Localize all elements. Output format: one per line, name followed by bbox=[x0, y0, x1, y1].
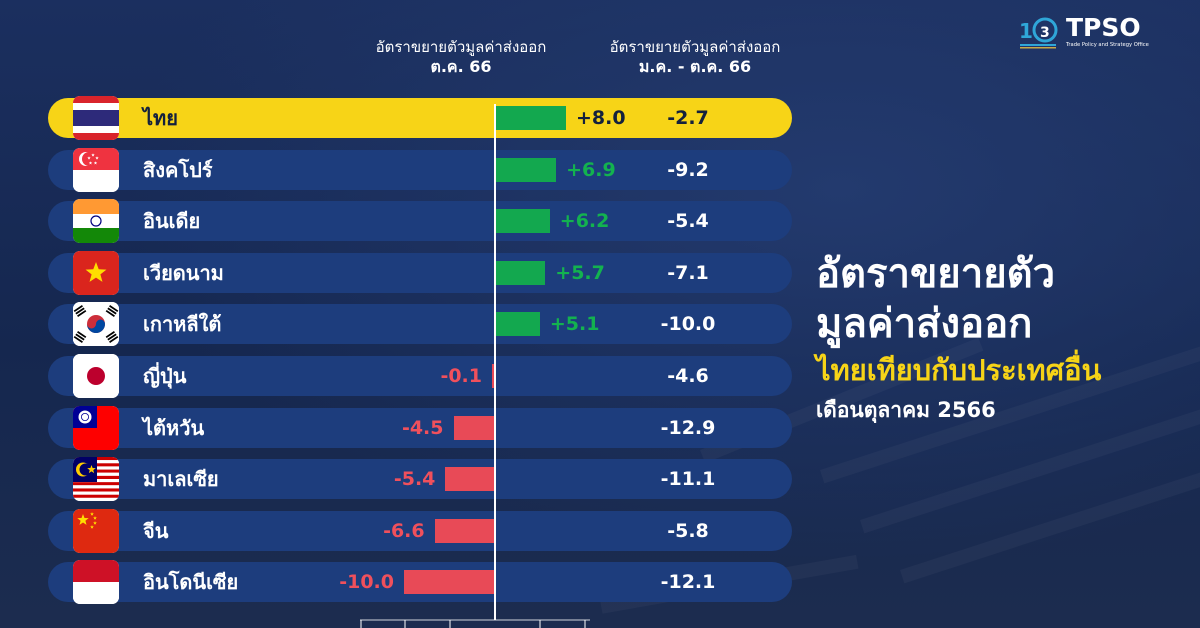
october-growth-bar bbox=[434, 518, 494, 543]
october-growth-bar bbox=[445, 467, 494, 492]
ytd-growth-label: -5.4 bbox=[667, 210, 709, 233]
october-growth-label: +6.9 bbox=[566, 158, 616, 181]
svg-text:3: 3 bbox=[1040, 25, 1050, 41]
country-name: ไทย bbox=[143, 106, 178, 130]
country-row: เกาหลีใต้ +5.1 -10.0 bbox=[48, 302, 792, 347]
column-header-ytd: อัตราขยายตัวมูลค่าส่งออก ม.ค. - ต.ค. 66 bbox=[580, 38, 810, 77]
october-growth-label: +6.2 bbox=[559, 210, 610, 233]
title-line-3: ไทยเทียบกับประเทศอื่น bbox=[816, 353, 1102, 387]
column-header-october: อัตราขยายตัวมูลค่าส่งออก ต.ค. 66 bbox=[352, 38, 570, 77]
tpso-logo-subtitle: Trade Policy and Strategy Office bbox=[1066, 42, 1149, 48]
country-name: จีน bbox=[143, 518, 169, 543]
axis-ticks bbox=[360, 619, 590, 628]
october-growth-bar bbox=[453, 415, 494, 440]
india-flag-icon bbox=[73, 199, 119, 244]
thailand-flag-icon bbox=[73, 96, 119, 140]
vietnam-flag-icon bbox=[73, 250, 119, 295]
column-header-ytd-line2: ม.ค. - ต.ค. 66 bbox=[638, 57, 752, 76]
october-growth-label: +8.0 bbox=[576, 107, 626, 129]
country-name: ไต้หวัน bbox=[143, 415, 205, 440]
country-row: อินโดนีเซีย -10.0 -12.1 bbox=[48, 560, 792, 605]
ytd-growth-label: -7.1 bbox=[667, 261, 709, 284]
october-growth-bar bbox=[494, 157, 557, 182]
ytd-growth-label: -12.1 bbox=[660, 571, 716, 594]
ytd-growth-label: -2.7 bbox=[667, 107, 709, 129]
malaysia-flag-icon bbox=[73, 457, 119, 502]
indonesia-flag-icon bbox=[73, 560, 119, 605]
column-header-october-line1: อัตราขยายตัวมูลค่าส่งออก bbox=[375, 38, 547, 56]
october-growth-bar bbox=[492, 364, 494, 388]
country-row: มาเลเซีย -5.4 -11.1 bbox=[48, 457, 792, 502]
october-growth-bar bbox=[494, 106, 566, 130]
october-growth-label: +5.1 bbox=[549, 313, 600, 336]
zero-axis-line bbox=[494, 104, 496, 620]
column-header-october-line2: ต.ค. 66 bbox=[430, 57, 492, 76]
title-date: เดือนตุลาคม 2566 bbox=[816, 398, 996, 422]
october-growth-label: -4.5 bbox=[401, 416, 444, 439]
tpso-logo: TPSO Trade Policy and Strategy Office bbox=[1066, 14, 1162, 50]
country-name: มาเลเซีย bbox=[143, 467, 219, 492]
october-growth-bar bbox=[404, 570, 494, 595]
china-flag-icon bbox=[73, 508, 119, 553]
ytd-growth-label: -10.0 bbox=[660, 313, 716, 336]
country-row: ญี่ปุ่น -0.1 -4.6 bbox=[48, 354, 792, 398]
tpso-logo-text: TPSO bbox=[1066, 13, 1141, 42]
taiwan-flag-icon bbox=[73, 405, 119, 450]
ytd-growth-label: -12.9 bbox=[660, 416, 716, 439]
october-growth-bar bbox=[494, 260, 546, 285]
country-name: ญี่ปุ่น bbox=[143, 364, 187, 388]
october-growth-label: -5.4 bbox=[393, 468, 436, 491]
ytd-growth-label: -4.6 bbox=[667, 365, 709, 387]
country-name: เวียดนาม bbox=[143, 260, 224, 285]
country-row: สิงคโปร์ +6.9 -9.2 bbox=[48, 147, 792, 192]
title-line-1: อัตราขยายตัว bbox=[816, 251, 1056, 297]
anniversary-103-logo: 1 3 bbox=[1019, 17, 1058, 49]
october-growth-label: +5.7 bbox=[555, 261, 605, 284]
october-growth-bar bbox=[494, 312, 540, 337]
column-header-ytd-line1: อัตราขยายตัวมูลค่าส่งออก bbox=[609, 38, 781, 56]
country-row: ไทย +8.0 -2.7 bbox=[48, 96, 792, 140]
ytd-growth-label: -9.2 bbox=[667, 158, 709, 181]
country-name: อินเดีย bbox=[143, 209, 201, 234]
country-row: อินเดีย +6.2 -5.4 bbox=[48, 199, 792, 244]
country-row: ไต้หวัน -4.5 -12.9 bbox=[48, 405, 792, 450]
october-growth-label: -0.1 bbox=[440, 365, 482, 387]
october-growth-label: -6.6 bbox=[383, 519, 425, 542]
country-row: จีน -6.6 -5.8 bbox=[48, 508, 792, 553]
title-line-2: มูลค่าส่งออก bbox=[816, 301, 1033, 347]
october-growth-label: -10.0 bbox=[339, 571, 394, 594]
country-row: เวียดนาม +5.7 -7.1 bbox=[48, 250, 792, 295]
japan-flag-icon bbox=[73, 354, 119, 398]
ytd-growth-label: -11.1 bbox=[660, 468, 716, 491]
singapore-flag-icon bbox=[73, 147, 119, 192]
svg-text:1: 1 bbox=[1019, 19, 1033, 43]
october-growth-bar bbox=[494, 209, 550, 234]
ytd-growth-label: -5.8 bbox=[667, 519, 709, 542]
country-name: เกาหลีใต้ bbox=[143, 312, 222, 337]
country-name: สิงคโปร์ bbox=[143, 157, 213, 182]
country-name: อินโดนีเซีย bbox=[143, 570, 239, 595]
south-korea-flag-icon bbox=[73, 302, 119, 347]
